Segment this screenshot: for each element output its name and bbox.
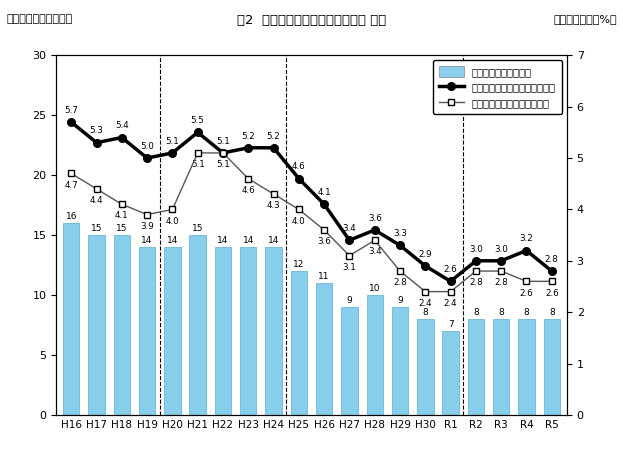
Text: 5.1: 5.1 (166, 137, 179, 146)
Bar (442, 331, 459, 415)
Bar (88, 235, 105, 415)
Text: 完全失業者数（万人）: 完全失業者数（万人） (6, 14, 72, 24)
Text: 11: 11 (318, 272, 330, 281)
Text: 12: 12 (293, 260, 305, 269)
Bar (417, 319, 434, 415)
Text: 2.8: 2.8 (393, 278, 407, 287)
Text: 9: 9 (346, 296, 353, 305)
Text: 4.0: 4.0 (166, 217, 179, 225)
Bar (543, 319, 560, 415)
Bar (392, 307, 408, 415)
Text: 14: 14 (141, 236, 153, 245)
Bar (189, 235, 206, 415)
Text: 2.6: 2.6 (520, 289, 533, 297)
Text: 2.4: 2.4 (419, 299, 432, 308)
Text: 3.6: 3.6 (368, 214, 382, 223)
Text: 14: 14 (167, 236, 178, 245)
Text: 5.2: 5.2 (241, 131, 255, 141)
Text: 3.0: 3.0 (494, 245, 508, 254)
Bar (518, 319, 535, 415)
Text: 3.4: 3.4 (343, 224, 356, 233)
Text: 14: 14 (242, 236, 254, 245)
Text: 2.8: 2.8 (494, 278, 508, 287)
Text: 4.6: 4.6 (292, 162, 306, 171)
Legend: 北海道の完全失業者数, 北海道の完全失業率（原数値）, 全国の完全失業率（原数値）: 北海道の完全失業者数, 北海道の完全失業率（原数値）, 全国の完全失業率（原数値… (433, 60, 562, 114)
Text: 8: 8 (498, 307, 504, 317)
Text: 15: 15 (192, 224, 204, 233)
Text: 3.1: 3.1 (343, 263, 356, 272)
Text: 2.9: 2.9 (419, 250, 432, 259)
Bar (493, 319, 510, 415)
Text: 完全失業者率（%）: 完全失業者率（%） (553, 14, 617, 24)
Bar (316, 283, 332, 415)
Text: 9: 9 (397, 296, 403, 305)
Text: 3.9: 3.9 (140, 222, 154, 231)
Bar (240, 247, 257, 415)
Text: 2.4: 2.4 (444, 299, 457, 308)
Text: 8: 8 (473, 307, 478, 317)
Bar (291, 271, 307, 415)
Text: 14: 14 (268, 236, 279, 245)
Text: 4.0: 4.0 (292, 217, 306, 225)
Text: 4.3: 4.3 (267, 201, 280, 210)
Text: 4.4: 4.4 (90, 196, 103, 205)
Text: 4.1: 4.1 (317, 188, 331, 197)
Text: 5.1: 5.1 (216, 160, 230, 169)
Bar (63, 223, 80, 415)
Text: 15: 15 (91, 224, 102, 233)
Text: 8: 8 (549, 307, 554, 317)
Text: 4.1: 4.1 (115, 212, 128, 220)
Text: 2.8: 2.8 (545, 255, 559, 264)
Text: 5.5: 5.5 (191, 116, 204, 125)
Text: 3.3: 3.3 (393, 229, 407, 238)
Bar (215, 247, 231, 415)
Text: 14: 14 (217, 236, 229, 245)
Text: 7: 7 (448, 319, 454, 329)
Bar (164, 247, 181, 415)
Text: 8: 8 (422, 307, 428, 317)
Bar (341, 307, 358, 415)
Bar (113, 235, 130, 415)
Bar (265, 247, 282, 415)
Text: 15: 15 (116, 224, 128, 233)
Text: 2.6: 2.6 (545, 289, 559, 297)
Text: 8: 8 (523, 307, 530, 317)
Text: 10: 10 (369, 284, 381, 293)
Text: 2.6: 2.6 (444, 265, 457, 274)
Text: 5.1: 5.1 (191, 160, 204, 169)
Text: 16: 16 (65, 212, 77, 221)
Text: 5.2: 5.2 (267, 131, 280, 141)
Text: 囲2  完全失業者数と完全失業率の 推移: 囲2 完全失業者数と完全失業率の 推移 (237, 14, 386, 27)
Text: 3.2: 3.2 (520, 234, 533, 243)
Bar (139, 247, 155, 415)
Bar (366, 295, 383, 415)
Text: 5.3: 5.3 (90, 126, 103, 136)
Text: 4.6: 4.6 (242, 186, 255, 195)
Text: 5.0: 5.0 (140, 142, 154, 151)
Text: 2.8: 2.8 (469, 278, 483, 287)
Text: 5.1: 5.1 (216, 137, 230, 146)
Text: 3.4: 3.4 (368, 248, 382, 256)
Text: 5.4: 5.4 (115, 121, 129, 130)
Bar (468, 319, 484, 415)
Text: 3.0: 3.0 (469, 245, 483, 254)
Text: 4.7: 4.7 (64, 181, 78, 189)
Text: 3.6: 3.6 (317, 237, 331, 246)
Text: 5.7: 5.7 (64, 106, 78, 115)
